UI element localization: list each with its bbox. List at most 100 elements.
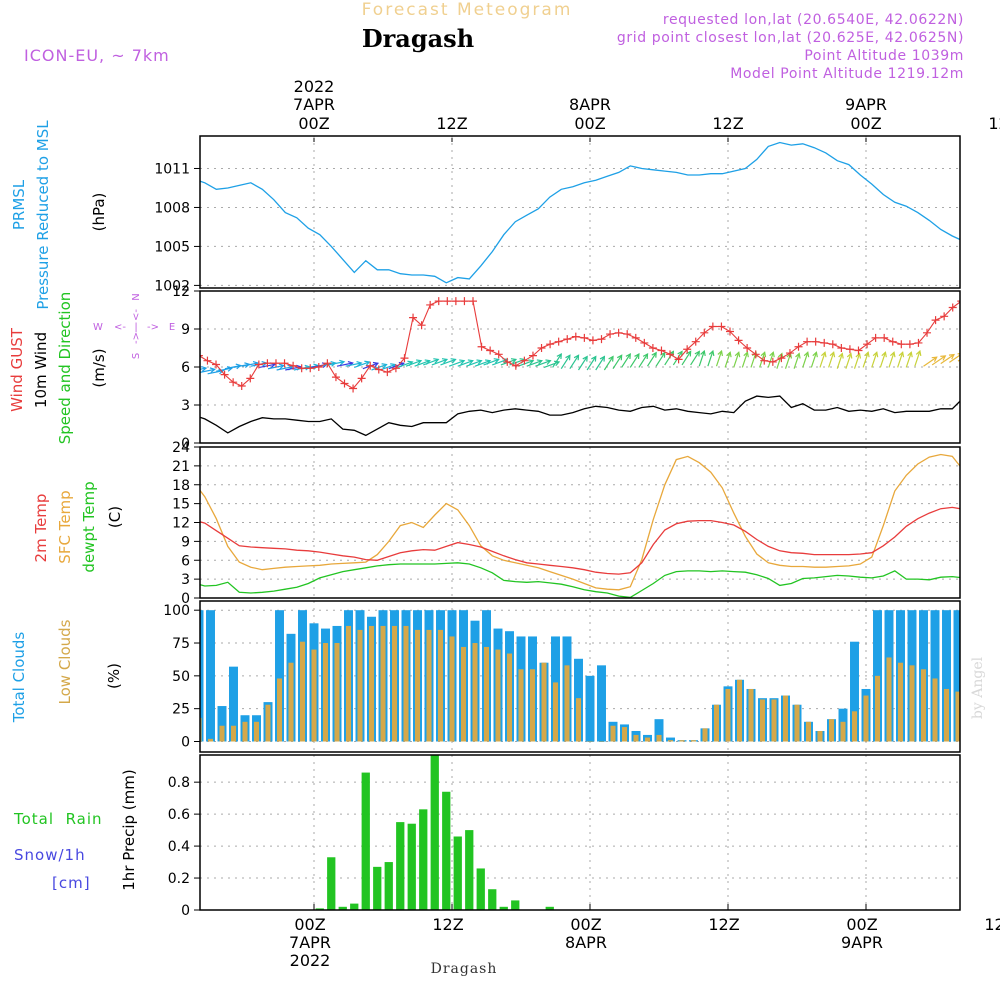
wind-arrow — [967, 351, 980, 360]
precip-labels: Total Rain Snow/1h [cm] 1hr Precip (mm) — [13, 769, 138, 892]
gust-marker — [383, 368, 392, 377]
gust-marker — [546, 340, 555, 349]
low-cloud-bar — [200, 717, 202, 742]
precip-bar — [338, 906, 347, 910]
low-cloud-bar — [886, 657, 892, 742]
gust-marker — [588, 336, 597, 345]
gust-marker — [837, 344, 846, 352]
precip-bar — [465, 830, 474, 910]
y-tick-label: 1011 — [154, 161, 190, 177]
wind-arrow-head — [838, 352, 844, 359]
bottom-date-label: 8APR — [565, 933, 607, 952]
wind-arrow — [923, 356, 938, 367]
y-tick-label: 12 — [172, 516, 190, 532]
wind-arrow-head — [356, 360, 363, 367]
low-cloud-bar — [782, 695, 789, 742]
gust-marker — [200, 355, 203, 357]
precip-bar — [476, 868, 485, 910]
low-cloud-bar — [851, 711, 858, 742]
wind-arrow-head — [846, 352, 853, 359]
gust-marker — [648, 344, 657, 352]
top-time-axis: 00Z7APR12Z00Z8APR12Z00Z9APR12Z — [293, 95, 1000, 142]
low-cloud-bar — [690, 740, 697, 742]
frame-layer: 1002100510081011036912036912151821240255… — [154, 135, 961, 919]
top-time-label: 00Z — [298, 114, 329, 133]
compass-arrow-down: -> — [131, 332, 142, 344]
low-cloud-bar — [564, 665, 570, 742]
total-cloud-bar — [930, 610, 940, 742]
gust-marker — [314, 363, 323, 371]
precip-label-snow: Snow/1h — [14, 846, 86, 864]
y-tick-label: 1008 — [154, 200, 190, 216]
low-cloud-bar — [529, 669, 536, 742]
y-tick-label: 3 — [181, 398, 190, 414]
wind-arrow-head — [339, 359, 346, 366]
low-cloud-bar — [920, 669, 927, 742]
low-cloud-bar — [380, 625, 386, 742]
y-tick-label: 0.6 — [168, 807, 190, 823]
wind-label-speed-dir: Speed and Direction — [56, 292, 74, 445]
gust-marker — [803, 337, 812, 346]
wind-arrow-head — [889, 351, 896, 358]
clouds-units: (%) — [105, 663, 123, 689]
gust-line — [200, 300, 960, 390]
gust-marker — [966, 297, 974, 305]
low-cloud-bar — [644, 737, 651, 742]
gust-marker — [280, 359, 289, 368]
total-cloud-bar — [585, 675, 595, 742]
pressure-units: (hPa) — [90, 193, 108, 232]
low-cloud-bar — [679, 740, 685, 742]
header-model-altitude: Model Point Altitude 1219.12m — [730, 66, 964, 82]
gust-marker — [349, 384, 358, 393]
wind-arrow — [345, 362, 362, 367]
wind-arrow — [466, 360, 482, 367]
wind-arrow — [845, 353, 852, 369]
gust-marker — [880, 333, 889, 342]
wind-arrow-head — [694, 350, 700, 357]
bottom-date-label: 7APR — [289, 933, 331, 952]
wind-arrow-head — [992, 348, 997, 352]
gust-marker — [683, 345, 692, 354]
precip-bar — [384, 862, 393, 910]
low-cloud-bar — [863, 695, 869, 742]
gust-marker — [494, 350, 503, 359]
wind-arrow-head — [634, 352, 640, 360]
wind-arrow-head — [536, 359, 543, 365]
wind-arrow — [819, 352, 826, 368]
wind-arrow-head — [415, 359, 423, 365]
wind-arrow — [879, 352, 886, 368]
wind-arrow — [603, 356, 614, 371]
gust-marker — [563, 335, 572, 344]
y-tick-label: 0.4 — [168, 839, 190, 855]
wind-arrow — [836, 353, 843, 369]
gust-marker — [940, 312, 949, 321]
low-cloud-bar — [840, 721, 846, 742]
wind-arrow-head — [677, 350, 683, 357]
low-cloud-bar — [334, 643, 340, 742]
low-cloud-bar — [460, 646, 467, 742]
low-cloud-bar — [242, 721, 248, 742]
wind-arrow-head — [545, 359, 552, 365]
wind-arrow-head — [625, 352, 631, 360]
low-cloud-bar — [288, 662, 294, 742]
gust-marker — [409, 313, 418, 322]
gust-marker — [297, 364, 306, 373]
top-date-label: 7APR — [293, 95, 335, 114]
precip-bar — [430, 755, 439, 910]
compass-n: N — [131, 293, 142, 300]
wind-arrows — [200, 348, 997, 375]
wind-arrow-head — [642, 352, 649, 360]
gust-marker — [948, 303, 957, 312]
gust-marker — [477, 342, 486, 351]
wind-arrow-head — [476, 359, 483, 365]
wind-arrow — [207, 370, 224, 375]
gust-marker — [854, 346, 863, 355]
wind-arrow — [457, 360, 473, 367]
precip-bar — [453, 836, 462, 910]
wind-arrow — [802, 352, 809, 368]
low-cloud-bar — [610, 725, 616, 742]
low-cloud-bar — [253, 721, 260, 742]
wind10m-line — [200, 395, 960, 437]
wind-arrow — [975, 350, 988, 359]
wind-arrow — [543, 361, 560, 369]
